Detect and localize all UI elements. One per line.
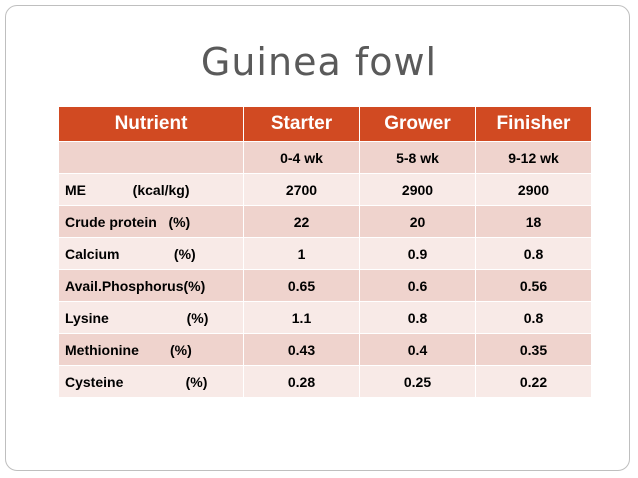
value-cell: 0.56 [475,269,592,302]
value-cell: 0.25 [359,365,476,398]
value-cell: 1.1 [243,301,360,334]
value-cell: 0.6 [359,269,476,302]
value-cell: 0.8 [475,237,592,270]
value-cell: 0.65 [243,269,360,302]
value-cell: 2700 [243,173,360,206]
value-cell: 18 [475,205,592,238]
nutrient-cell: Lysine (%) [58,301,244,334]
table-body: 0-4 wk 5-8 wk 9-12 wk ME (kcal/kg) 2700 2900… [58,141,592,398]
table-row: Methionine (%) 0.43 0.4 0.35 [58,333,592,366]
nutrient-cell: Calcium (%) [58,237,244,270]
nutrient-cell: ME (kcal/kg) [58,173,244,206]
value-cell: 1 [243,237,360,270]
nutrient-table: Nutrient Starter Grower Finisher 0-4 wk 5-8 … [58,106,592,398]
nutrient-cell: Crude protein (%) [58,205,244,238]
table-row: Lysine (%) 1.1 0.8 0.8 [58,301,592,334]
age-cell: 9-12 wk [475,141,592,174]
value-cell: 0.43 [243,333,360,366]
nutrient-cell: Cysteine (%) [58,365,244,398]
header-cell: Grower [359,106,476,142]
nutrient-cell: Methionine (%) [58,333,244,366]
table-row: Crude protein (%) 22 20 18 [58,205,592,238]
header-row: Nutrient Starter Grower Finisher [58,106,592,142]
value-cell: 0.22 [475,365,592,398]
header-cell: Nutrient [58,106,244,142]
age-cell: 0-4 wk [243,141,360,174]
table-row: Calcium (%) 1 0.9 0.8 [58,237,592,270]
header-cell: Finisher [475,106,592,142]
value-cell: 2900 [359,173,476,206]
header-cell: Starter [243,106,360,142]
nutrient-cell: Avail.Phosphorus(%) [58,269,244,302]
age-cell: 5-8 wk [359,141,476,174]
table-row: ME (kcal/kg) 2700 2900 2900 [58,173,592,206]
table-row: Cysteine (%) 0.28 0.25 0.22 [58,365,592,398]
value-cell: 0.4 [359,333,476,366]
value-cell: 0.35 [475,333,592,366]
value-cell: 20 [359,205,476,238]
table-row: Avail.Phosphorus(%) 0.65 0.6 0.56 [58,269,592,302]
value-cell: 0.8 [359,301,476,334]
empty-cell [58,141,244,174]
value-cell: 0.9 [359,237,476,270]
value-cell: 22 [243,205,360,238]
age-row: 0-4 wk 5-8 wk 9-12 wk [58,141,592,174]
value-cell: 0.28 [243,365,360,398]
value-cell: 2900 [475,173,592,206]
value-cell: 0.8 [475,301,592,334]
slide-title: Guinea fowl [200,40,438,84]
